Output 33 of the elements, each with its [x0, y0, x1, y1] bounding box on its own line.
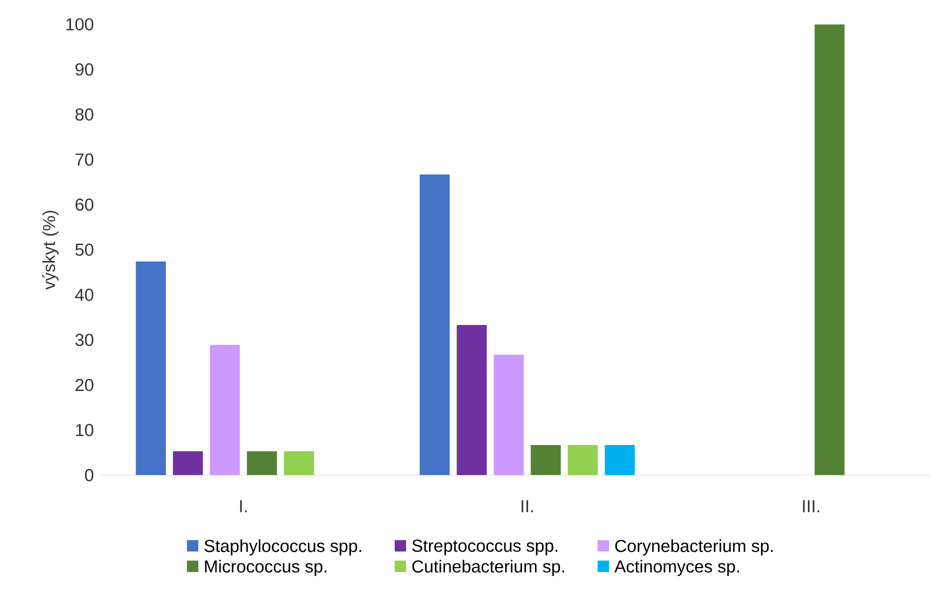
bar [172, 451, 203, 476]
y-tick-label: 40 [75, 288, 94, 301]
y-tick-label: 30 [75, 334, 94, 346]
y-tick-label: 0 [85, 468, 94, 482]
legend-label: Cutinebacterium sp. [412, 560, 564, 576]
x-tick-label: II. [522, 500, 533, 512]
legend-label: Actinomyces sp. [614, 560, 739, 576]
bar [420, 174, 450, 476]
y-axis-title: výskyt (%) [42, 210, 59, 290]
bar [210, 344, 240, 476]
x-tick-label: I. [240, 500, 247, 512]
y-tick-label: 70 [76, 153, 94, 166]
bar [568, 444, 598, 476]
bar [494, 354, 524, 476]
bar [246, 451, 277, 476]
bar [456, 324, 487, 476]
bar [136, 261, 166, 476]
y-tick-label: 100 [66, 18, 94, 30]
legend-label: Streptococcus spp. [412, 539, 558, 556]
x-tick-label: III. [803, 500, 820, 512]
y-tick-label: 80 [75, 108, 94, 121]
bar [530, 444, 561, 476]
bar [814, 24, 845, 476]
legend-label: Corynebacterium sp. [615, 539, 773, 556]
y-tick-label: 10 [76, 424, 94, 436]
bar [604, 444, 635, 476]
legend-label: Micrococcus sp. [205, 560, 326, 576]
y-tick-label: 50 [75, 244, 94, 256]
legend-label: Staphylococcus spp. [204, 539, 362, 556]
y-tick-label: 60 [76, 198, 94, 211]
y-tick-label: 90 [76, 63, 94, 76]
bar [284, 451, 314, 476]
y-tick-label: 20 [76, 378, 94, 392]
